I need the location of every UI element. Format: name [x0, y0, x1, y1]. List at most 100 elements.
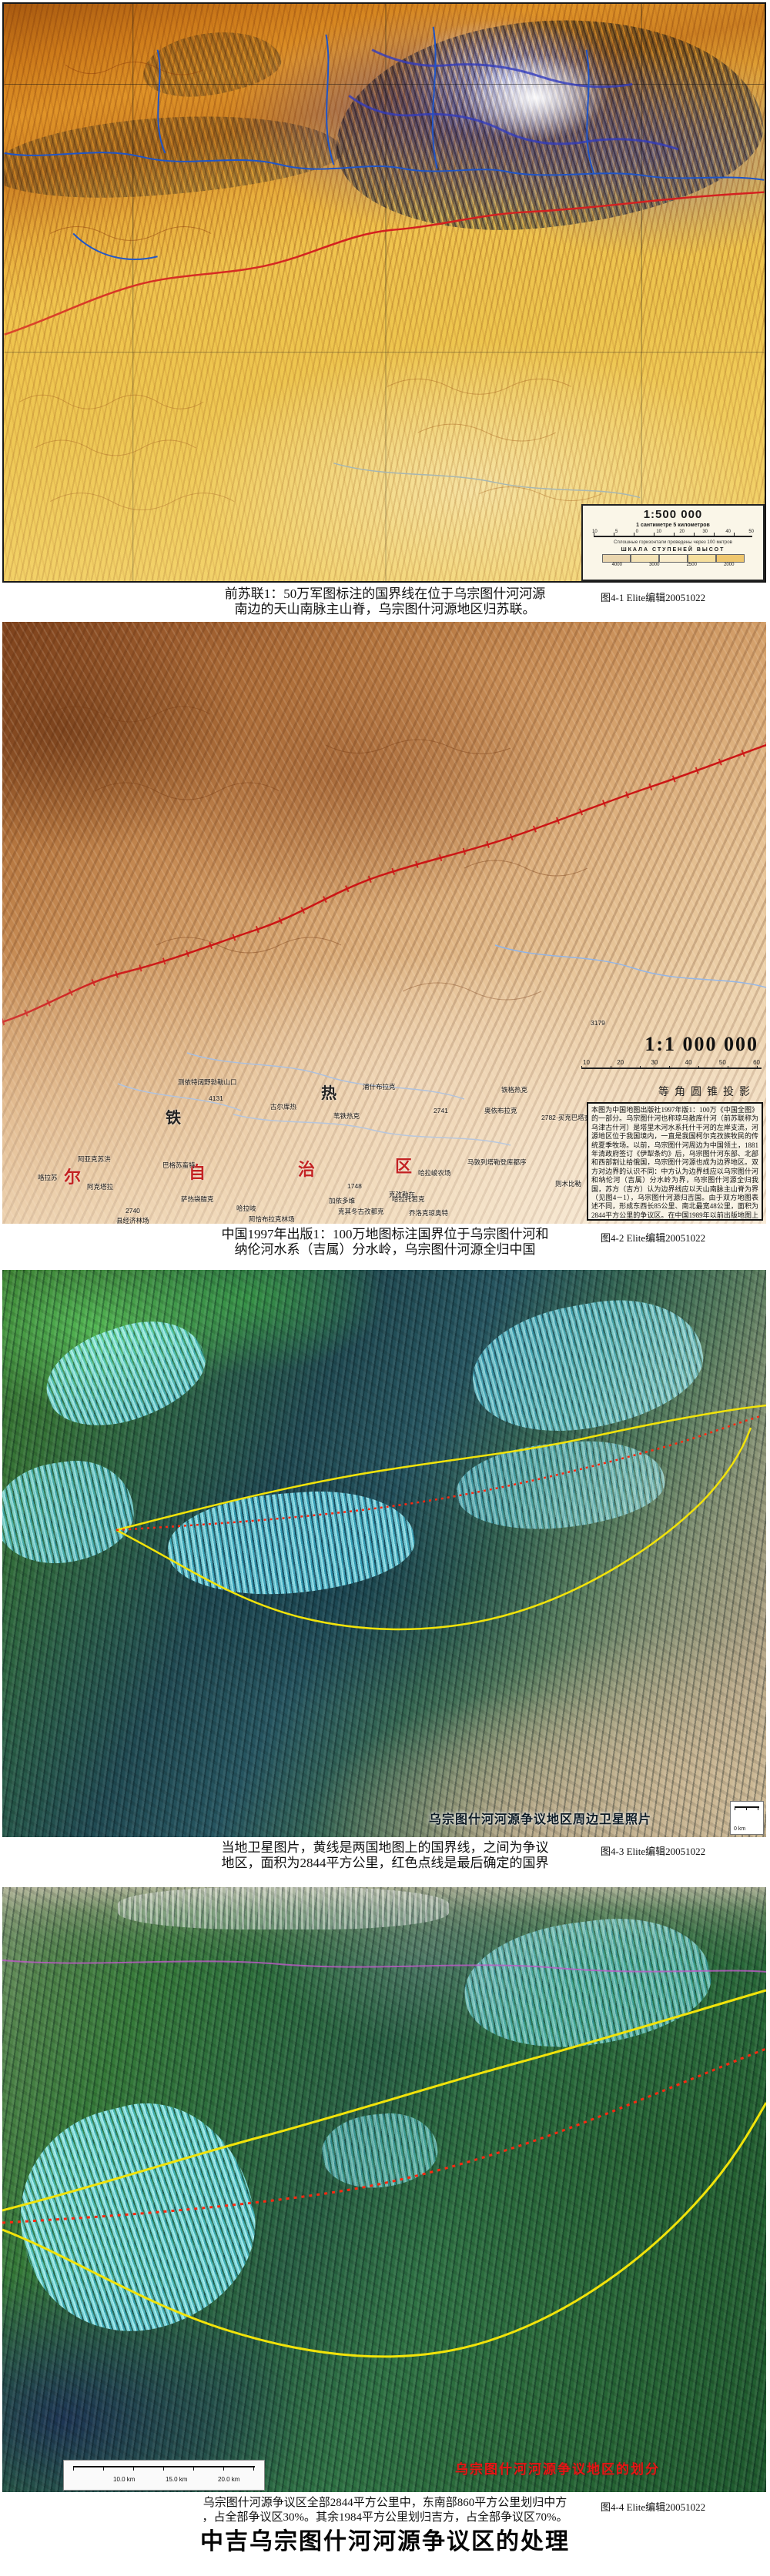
scalebar [73, 2466, 255, 2471]
place-label: 奥依布拉克 [484, 1107, 517, 1114]
map-scale: 1:500 000 [643, 508, 703, 521]
scalebar [594, 533, 752, 537]
place-label: 则木比勒 [555, 1180, 582, 1188]
figure4-caption-row: 乌宗图什河源争议区全部2844平方公里中，东南部860平方公里划归中方 ，占全部… [0, 2496, 770, 2533]
place-label: 阿克塔拉 [87, 1183, 114, 1191]
caption-line: 乌宗图什河源争议区全部2844平方公里中，东南部860平方公里划归中方 [203, 2497, 567, 2509]
place-label: 马敦列塔勒登库都序 [467, 1158, 527, 1166]
place-label: 自 [189, 1163, 206, 1182]
map-legend: 1:500 000 1 сантиметре 5 километров 10 5 0… [581, 504, 765, 581]
scalebar-number: 30 [651, 1059, 658, 1066]
place-label: 克孜勒在 [389, 1191, 416, 1198]
scalebar-number: 40 [685, 1059, 692, 1066]
place-label: 3179 [591, 1019, 605, 1027]
scalebar-number: 10 [592, 530, 598, 534]
place-label: 浦什布拉克 [363, 1083, 396, 1091]
figure3-caption-row: 当地卫星图片，黄线是两国地图上的国界线，之间为争议 地区，面积为2844平方公里… [0, 1840, 770, 1877]
map3-overlay [116, 1404, 766, 1631]
scalebar-label: 0 km [734, 1826, 746, 1832]
height-ramp-value: 2500 [686, 563, 697, 567]
caption-line: 前苏联1：50万军图标注的国界线在位于乌宗图什河河源 [224, 586, 546, 601]
figure1-credit: 图4-1 Elite编辑20051022 [601, 592, 706, 603]
place-label: 咯拉苏 [38, 1174, 58, 1181]
map4-overlay [2, 1960, 766, 2358]
projection-label: 等角圆锥投影 [658, 1087, 755, 1098]
scalebar-number: 60 [753, 1059, 760, 1066]
snowfield [464, 55, 607, 141]
place-label: 阿亚克苏洪 [78, 1155, 111, 1163]
state-boundary-line [4, 191, 765, 336]
claimed-boundary-south-yellow [2, 2102, 766, 2358]
place-label: 治 [298, 1160, 316, 1179]
scalebar-box: 0 km [730, 1801, 764, 1835]
place-label: 哈拉峻农场 [418, 1169, 451, 1177]
scalebar-label: 10.0 km [113, 2476, 136, 2483]
caption-line: 当地卫星图片，黄线是两国地图上的国界线，之间为争议 [221, 1840, 549, 1855]
place-label: 2740 [126, 1207, 140, 1214]
glacier-streaks [348, 48, 679, 151]
scalebar-number: 20 [617, 1059, 624, 1066]
scalebar-box: 10.0 km 15.0 km 20.0 km [63, 2460, 265, 2491]
caption-line: ，占全部争议区30%。其余1984平方公里划归吉方，占全部争议区70%。 [202, 2511, 568, 2524]
place-labels: 尔 自 治 区 热铁 测依特阔野勃勒山口 浦什布拉克 铁格热克 4131 古尔库热 苇铁热克 2741… [2, 622, 766, 1224]
satellite-image-title: 乌宗图什河河源争议地区周边卫星照片 [429, 1813, 652, 1826]
caption-line: 南边的天山南脉主山脊，乌宗图什河源地区归苏联。 [234, 602, 536, 616]
scalebar-number: 10 [656, 530, 661, 534]
scalebar [735, 1806, 759, 1810]
place-label: 古尔库热 [270, 1103, 297, 1111]
scalebar-number: 50 [748, 530, 754, 534]
height-ramp [588, 554, 758, 563]
figure2-credit: 图4-2 Elite编辑20051022 [601, 1232, 706, 1244]
scalebar-label: 15.0 km [166, 2476, 188, 2483]
figure1-caption-row: 前苏联1：50万军图标注的国界线在位于乌宗图什河河源 南边的天山南脉主山脊，乌宗… [0, 586, 770, 623]
place-label: 铁 [166, 1110, 181, 1127]
scalebar-number: 40 [725, 530, 731, 534]
figure2-caption-row: 中国1997年出版1：100万地图标注国界位于乌宗图什河和 纳伦河水系（吉属）分… [0, 1227, 770, 1264]
place-label: 1748 [347, 1182, 362, 1190]
scalebar-ticks [594, 533, 752, 536]
place-label: 哈拉岐 [236, 1204, 256, 1212]
claimed-boundary-north-yellow [116, 1404, 766, 1532]
river-line-purple [2, 1960, 766, 1973]
figure3-caption: 当地卫星图片，黄线是两国地图上的国界线，之间为争议 地区，面积为2844平方公里… [154, 1840, 616, 1871]
place-label: 2782·买克巴塔查 [541, 1114, 591, 1121]
place-label: 尔 [64, 1168, 82, 1187]
height-ramp-cell [601, 554, 631, 563]
river-lines [4, 26, 765, 260]
scalebar-label: 20.0 km [218, 2476, 240, 2483]
scalebar-line [581, 1066, 762, 1069]
scalebar-number: 0 [635, 530, 638, 534]
figure2-caption: 中国1997年出版1：100万地图标注国界位于乌宗图什河和 纳伦河水系（吉属）分… [154, 1227, 616, 1258]
height-ramp-cell [715, 554, 745, 563]
satellite-image-division: 乌宗图什河河源争议地区的划分 10.0 km 15.0 km 20.0 km [2, 1887, 766, 2492]
place-label: 阿恰布拉克林场 [249, 1215, 295, 1223]
contour-lines [19, 62, 602, 510]
scalebar: 10 20 30 40 50 60 [581, 1059, 762, 1069]
map-note-box: 本图为中国地图出版社1997年版1：100万《中国全图》的一部分。乌宗图什河也称… [587, 1102, 763, 1221]
claimed-boundary-south-yellow [116, 1427, 752, 1631]
scalebar-numbers: 10 20 30 40 50 60 [581, 1059, 762, 1066]
figure4-caption: 乌宗图什河源争议区全部2844平方公里中，东南部860平方公里划归中方 ，占全部… [139, 2496, 631, 2525]
confirmed-border-red-dotted [2, 2047, 766, 2224]
river-line [333, 463, 641, 499]
height-ramp-value: 4000 [611, 563, 622, 567]
scalebar-number: 5 [615, 530, 618, 534]
height-ramp-values: 4000 3000 2500 2000 [598, 563, 748, 567]
figure3-credit: 图4-3 Elite编辑20051022 [601, 1846, 706, 1857]
figure1-caption: 前苏联1：50万军图标注的国界线在位于乌宗图什河河源 南边的天山南脉主山脊，乌宗… [154, 586, 616, 617]
place-label: 热 [321, 1085, 336, 1102]
place-label: 巴格苏蛮特 [162, 1161, 196, 1169]
map-scale: 1:1 000 000 [644, 1033, 758, 1055]
scalebar-numbers: 10 5 0 10 20 30 40 50 [588, 530, 758, 534]
figure4-credit: 图4-4 Elite编辑20051022 [601, 2501, 706, 2513]
height-ramp-cell [658, 554, 688, 563]
place-label: 测依特阔野勃勒山口 [178, 1078, 237, 1086]
place-label: 乔洛克琼奥特 [409, 1209, 449, 1217]
place-label: 区 [395, 1157, 413, 1176]
elevation-tint [4, 4, 765, 581]
division-title-red: 乌宗图什河河源争议地区的划分 [455, 2462, 660, 2477]
scalebar-number: 50 [718, 1059, 726, 1066]
height-ramp-cell [687, 554, 716, 563]
caption-line: 中国1997年出版1：100万地图标注国界位于乌宗图什河和 [221, 1227, 549, 1241]
